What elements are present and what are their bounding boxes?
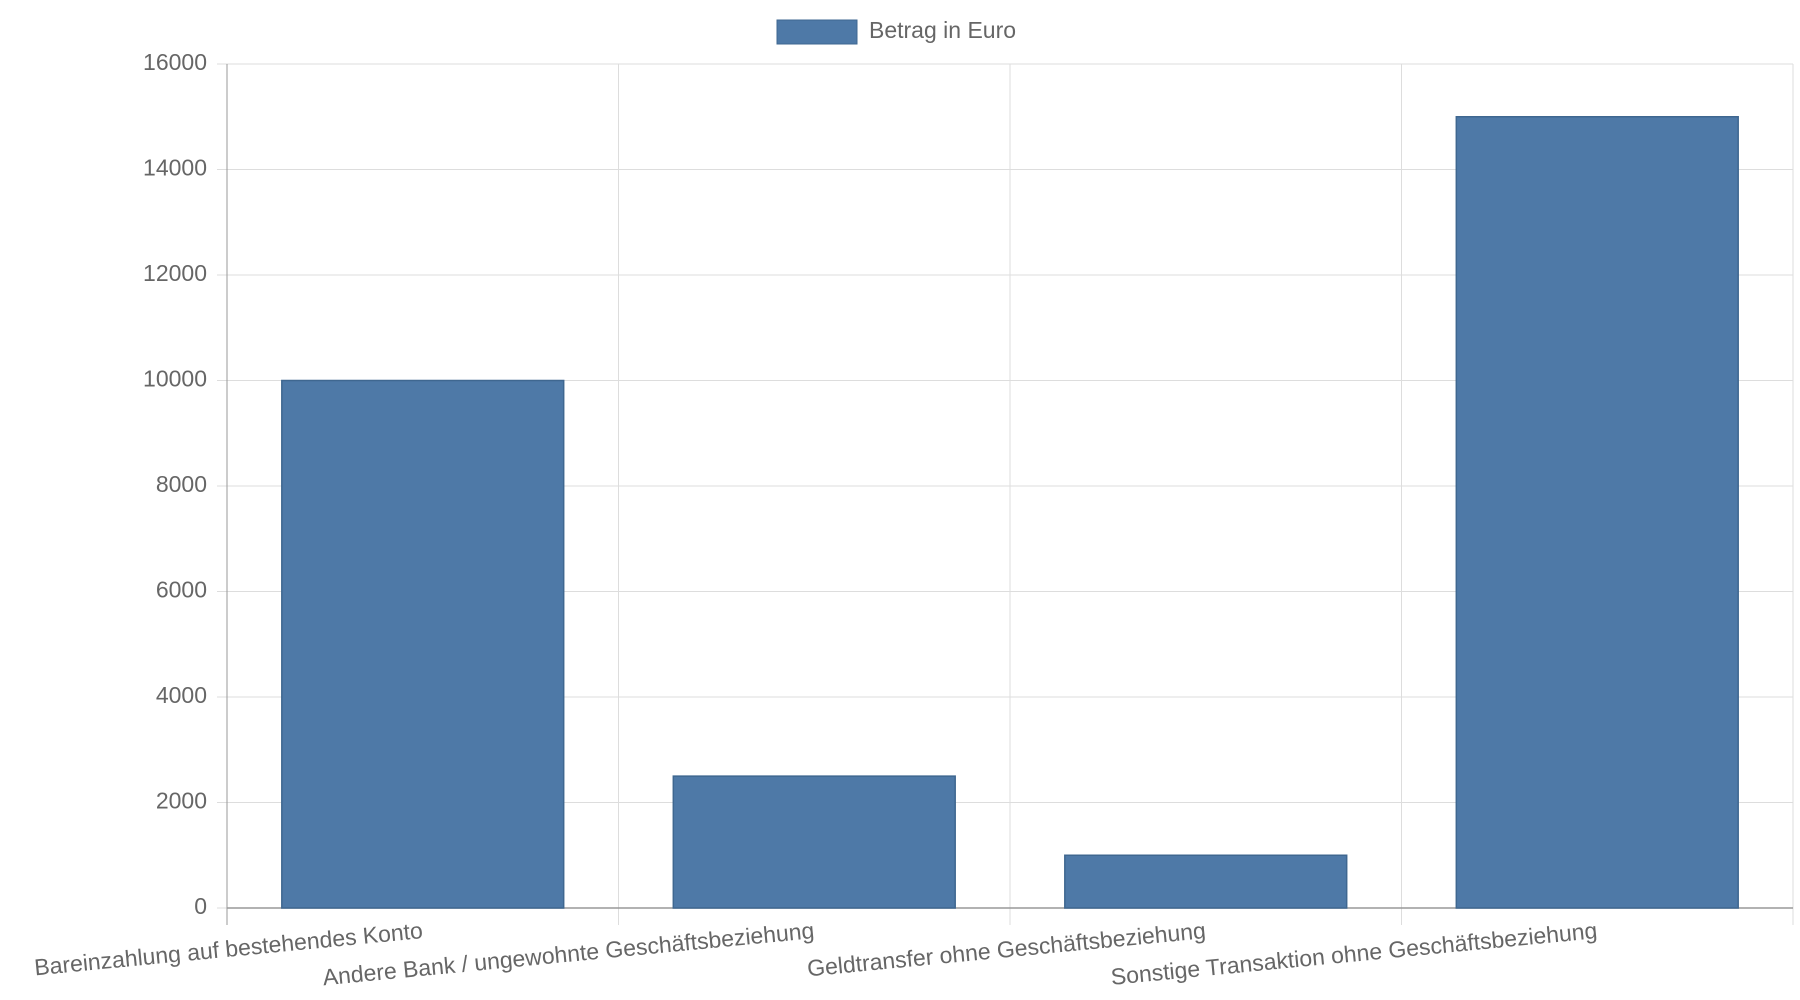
y-tick-label: 8000 — [156, 471, 207, 497]
y-tick-label: 14000 — [143, 155, 207, 181]
y-tick-label: 12000 — [143, 260, 207, 286]
bar — [1064, 854, 1348, 909]
y-tick-label: 16000 — [143, 49, 207, 75]
bar — [1455, 116, 1739, 909]
y-tick-label: 0 — [194, 893, 207, 919]
y-tick-label: 10000 — [143, 366, 207, 392]
bar — [672, 775, 956, 909]
y-tick-label: 4000 — [156, 682, 207, 708]
bar — [281, 379, 565, 909]
y-tick-label: 2000 — [156, 788, 207, 814]
y-tick-label: 6000 — [156, 577, 207, 603]
legend-swatch — [776, 19, 858, 45]
legend-label: Betrag in Euro — [869, 17, 1016, 43]
